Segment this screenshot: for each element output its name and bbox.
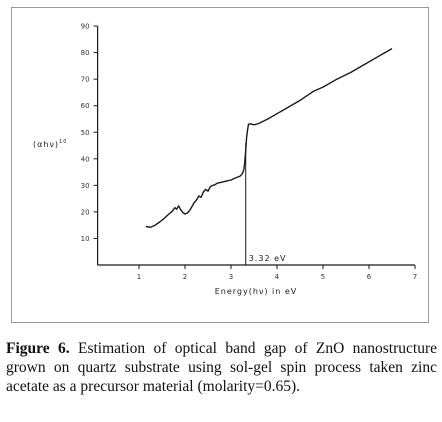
chart-axes — [96, 26, 415, 266]
x-tick-label: 6 — [367, 273, 372, 281]
y-tick-label: 20 — [81, 208, 90, 216]
figure-label: Figure 6. — [6, 340, 70, 357]
x-tick-label: 4 — [275, 273, 280, 281]
x-axis-label: Energy(hν) in eV — [215, 287, 298, 296]
figure-caption: Figure 6. Estimation of optical band gap… — [6, 339, 437, 396]
y-tick-label: 60 — [81, 102, 90, 110]
y-tick-label: 90 — [81, 23, 90, 31]
y-axis-ticks: 10 20 30 40 50 60 70 80 90 — [81, 23, 98, 243]
x-tick-label: 1 — [137, 273, 141, 281]
x-tick-label: 3 — [229, 273, 233, 281]
y-tick-label: 10 — [81, 235, 90, 243]
y-axis-label: (αhν)10 — [33, 139, 67, 149]
y-tick-label: 80 — [81, 49, 90, 57]
figure-frame: 10 20 30 40 50 60 70 80 90 1 2 3 4 5 6 7 3.32 eV (αhν)… — [11, 7, 429, 323]
y-tick-label: 50 — [81, 129, 90, 137]
caption-text: Estimation of optical band gap of ZnO na… — [6, 340, 437, 395]
band-gap-chart: 10 20 30 40 50 60 70 80 90 1 2 3 4 5 6 7 3.32 eV (αhν)… — [33, 23, 417, 296]
y-tick-label: 70 — [81, 76, 90, 84]
x-tick-label: 2 — [183, 273, 187, 281]
x-axis-ticks: 1 2 3 4 5 6 7 — [137, 265, 417, 281]
y-tick-label: 40 — [81, 155, 90, 163]
band-gap-annotation: 3.32 eV — [249, 254, 287, 263]
x-tick-label: 5 — [321, 273, 325, 281]
series-line — [145, 47, 393, 228]
x-tick-label: 7 — [413, 273, 417, 281]
y-tick-label: 30 — [81, 182, 90, 190]
